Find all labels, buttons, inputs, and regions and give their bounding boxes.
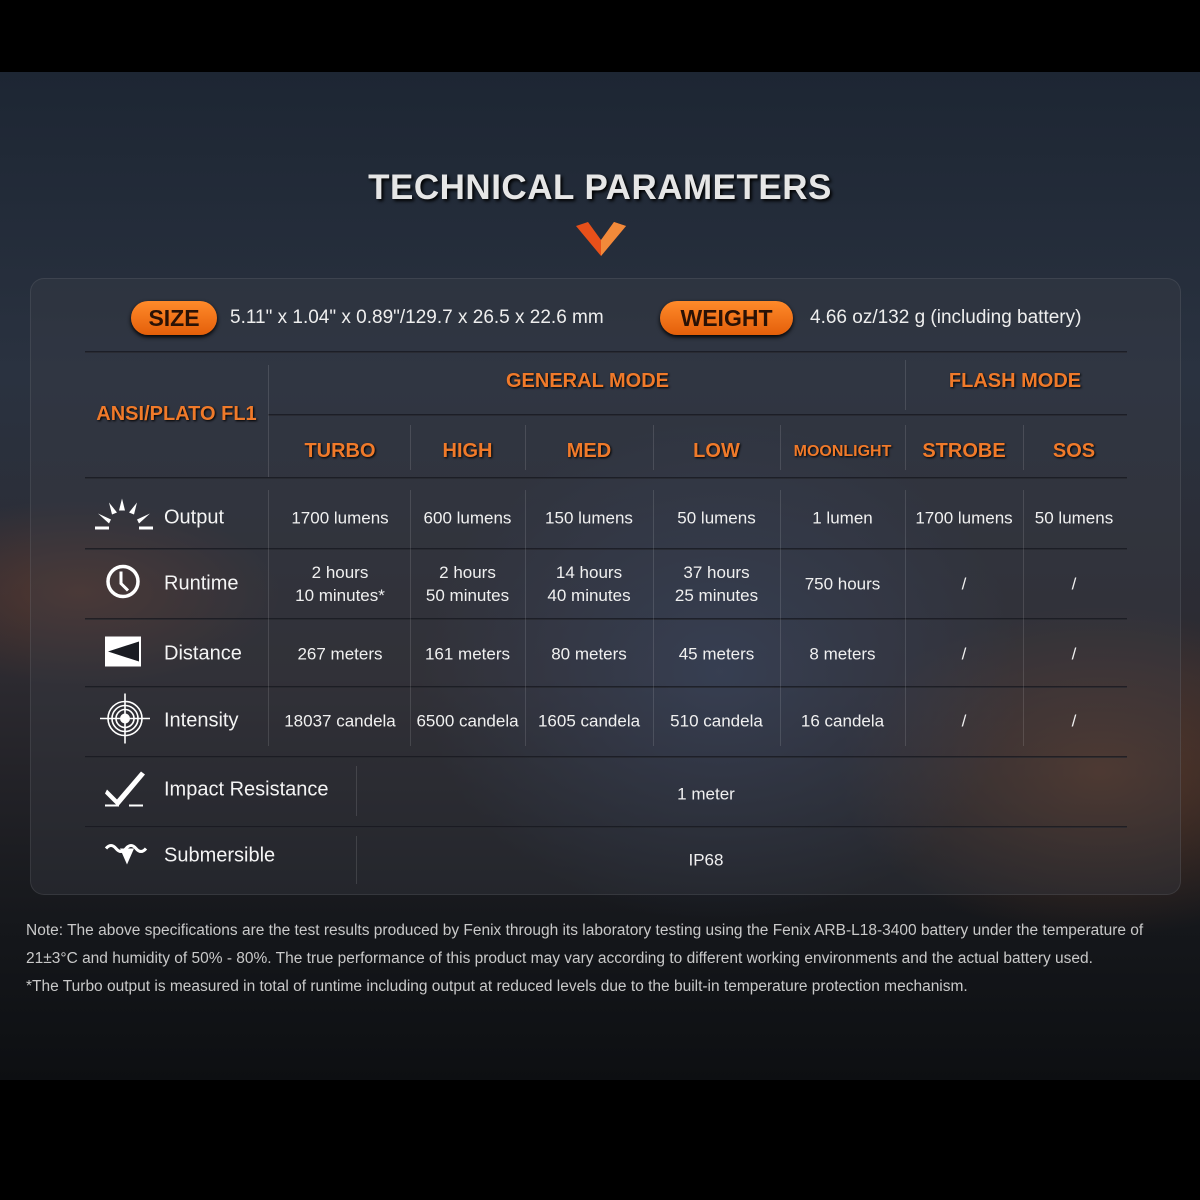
column-divider	[410, 425, 411, 470]
divider	[85, 351, 1127, 353]
value-cell: 267 meters	[297, 644, 383, 664]
page-title: TECHNICAL PARAMETERS	[368, 168, 832, 207]
column-divider	[410, 490, 411, 746]
column-divider	[653, 425, 654, 470]
row-divider	[85, 756, 1127, 758]
standard-label: ANSI/PLATO FL1	[96, 403, 257, 425]
column-divider	[1023, 490, 1024, 746]
column-divider	[780, 490, 781, 746]
column-divider	[268, 365, 269, 477]
mode-header: LOW	[693, 440, 740, 462]
value-cell: 37 hours 25 minutes	[674, 563, 759, 605]
row-label-impact-resistance: Impact Resistance	[164, 778, 329, 801]
value-cell: 150 lumens	[545, 508, 633, 528]
column-divider	[356, 836, 357, 884]
value-cell: 14 hours 40 minutes	[547, 563, 631, 605]
row-label-distance: Distance	[164, 642, 242, 665]
weight-value: 4.66 oz/132 g (including battery)	[810, 307, 1082, 328]
value-cell: /	[1071, 711, 1077, 731]
column-divider	[780, 425, 781, 470]
value-cell: 8 meters	[809, 644, 876, 664]
footnotes: Note: The above specifications are the t…	[26, 917, 1186, 1001]
row-divider	[85, 548, 1127, 550]
value-cell: 1605 candela	[537, 711, 641, 731]
sun-burst-icon	[95, 498, 153, 538]
value-cell: 80 meters	[551, 644, 627, 664]
row-divider	[85, 686, 1127, 688]
value-cell: 1700 lumens	[291, 508, 389, 528]
mode-header: STROBE	[922, 440, 1006, 462]
divider	[268, 414, 1127, 416]
value-cell: 16 candela	[800, 711, 885, 731]
group-general-mode: GENERAL MODE	[506, 370, 669, 392]
column-divider	[525, 425, 526, 470]
column-divider	[905, 490, 906, 746]
value-cell: 161 meters	[424, 644, 511, 664]
value-cell: 6500 candela	[416, 711, 519, 731]
column-divider	[905, 425, 906, 470]
size-badge: SIZE	[131, 301, 217, 335]
spec-panel	[30, 278, 1181, 895]
submersible-value: IP68	[688, 850, 724, 870]
row-label-output: Output	[164, 506, 225, 529]
mode-header: MED	[566, 440, 612, 462]
column-divider	[905, 360, 906, 410]
row-label-submersible: Submersible	[164, 844, 276, 867]
impact-value: 1 meter	[677, 784, 735, 804]
value-cell: /	[961, 711, 967, 731]
value-cell: /	[1071, 574, 1077, 594]
row-divider	[85, 618, 1127, 620]
value-cell: 1 lumen	[812, 508, 873, 528]
mode-header: MOONLIGHT	[793, 443, 892, 460]
column-divider	[653, 490, 654, 746]
value-cell: /	[1071, 644, 1077, 664]
size-value: 5.11" x 1.04" x 0.89"/129.7 x 26.5 x 22.…	[230, 307, 604, 328]
weight-badge: WEIGHT	[660, 301, 793, 335]
column-divider	[1023, 425, 1024, 470]
target-icon	[100, 693, 150, 749]
value-cell: 18037 candela	[284, 711, 396, 731]
value-cell: 2 hours 10 minutes*	[295, 563, 385, 605]
value-cell: 510 candela	[670, 711, 763, 731]
value-cell: 600 lumens	[423, 508, 512, 528]
column-divider	[268, 490, 269, 746]
column-divider	[356, 766, 357, 816]
chevron-down-icon	[576, 222, 626, 256]
value-cell: 45 meters	[678, 644, 755, 664]
value-cell: 50 lumens	[1034, 508, 1114, 528]
group-flash-mode: FLASH MODE	[948, 370, 1082, 392]
row-label-runtime: Runtime	[164, 572, 239, 595]
value-cell: 2 hours 50 minutes	[425, 563, 510, 605]
impact-icon	[103, 771, 147, 813]
mode-header: HIGH	[442, 440, 493, 462]
water-icon	[104, 841, 150, 872]
value-cell: /	[961, 644, 967, 664]
row-label-intensity: Intensity	[164, 709, 239, 732]
value-cell: 1700 lumens	[915, 508, 1013, 528]
value-cell: 750 hours	[804, 574, 881, 594]
beam-distance-icon	[104, 636, 142, 673]
turbo-footnote: *The Turbo output is measured in total o…	[26, 978, 968, 995]
clock-icon	[104, 563, 142, 606]
row-divider	[85, 826, 1127, 828]
note-text: Note: The above specifications are the t…	[26, 922, 1144, 967]
column-divider	[525, 490, 526, 746]
divider	[85, 477, 1127, 479]
mode-header: SOS	[1052, 440, 1096, 462]
value-cell: 50 lumens	[677, 508, 756, 528]
mode-header: TURBO	[304, 440, 376, 462]
value-cell: /	[961, 574, 967, 594]
